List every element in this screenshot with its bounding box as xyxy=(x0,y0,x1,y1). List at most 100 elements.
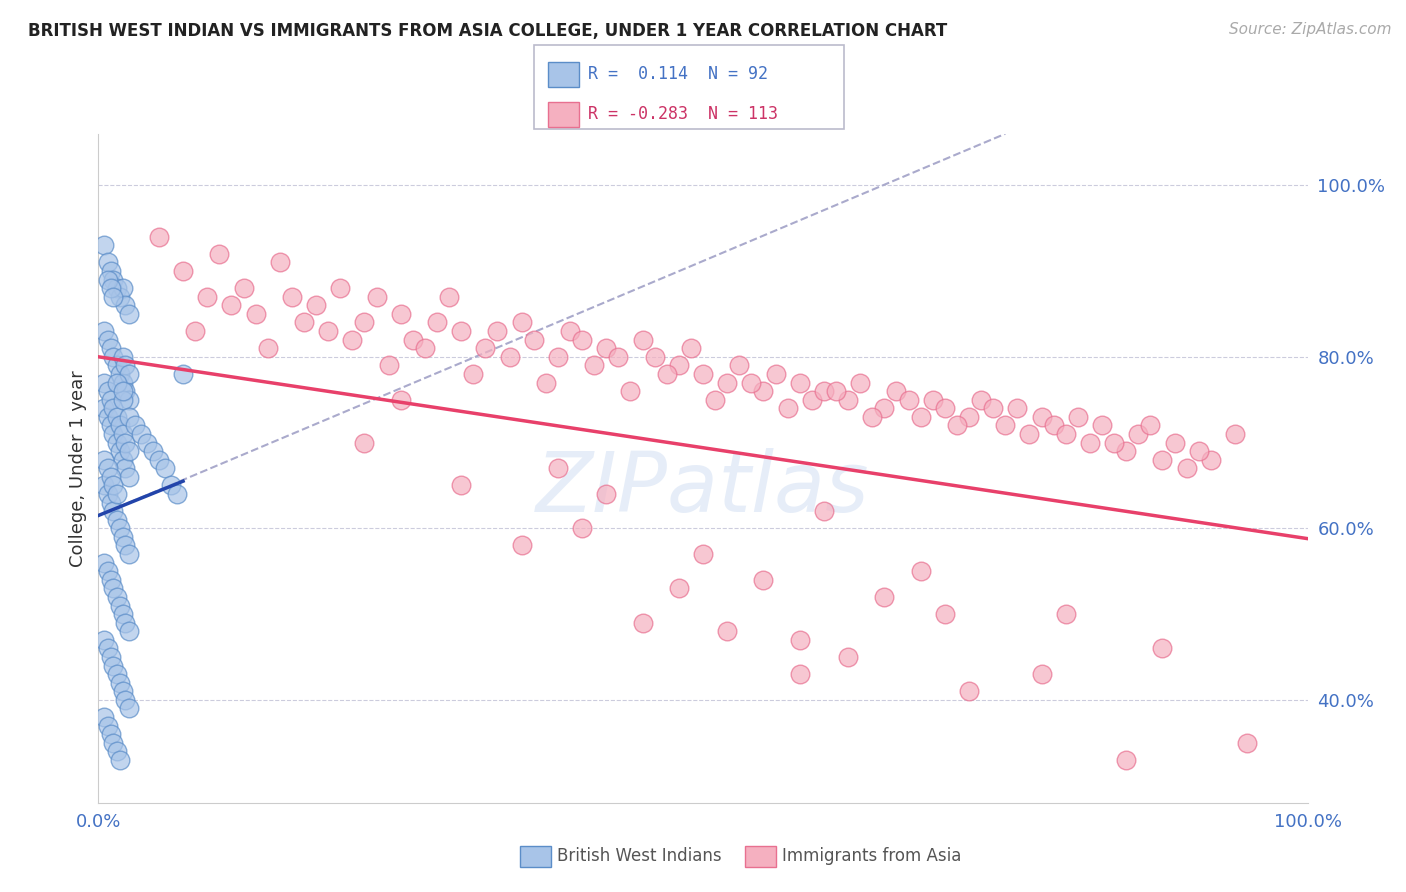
Point xyxy=(631,333,654,347)
Point xyxy=(93,632,115,647)
Point xyxy=(100,727,122,741)
Point xyxy=(776,401,799,416)
Point xyxy=(108,418,131,433)
Point xyxy=(523,333,546,347)
Point xyxy=(172,264,194,278)
Point xyxy=(114,435,136,450)
Point xyxy=(256,341,278,355)
Point xyxy=(353,316,375,330)
Point xyxy=(114,539,136,553)
Point xyxy=(100,495,122,509)
Point xyxy=(910,409,932,424)
Point xyxy=(789,667,811,681)
Point xyxy=(292,316,315,330)
Point xyxy=(486,324,509,338)
Point xyxy=(281,290,304,304)
Text: Immigrants from Asia: Immigrants from Asia xyxy=(782,847,962,865)
Point xyxy=(111,384,134,398)
Point xyxy=(93,452,115,467)
Point xyxy=(97,255,120,269)
Point xyxy=(97,409,120,424)
Point xyxy=(1102,435,1125,450)
Text: ZIPatlas: ZIPatlas xyxy=(536,448,870,529)
Point xyxy=(97,718,120,732)
Point xyxy=(118,701,141,715)
Point xyxy=(111,376,134,390)
Point xyxy=(1223,427,1246,442)
Point xyxy=(692,547,714,561)
Point xyxy=(849,376,872,390)
Point xyxy=(437,290,460,304)
Point xyxy=(316,324,339,338)
Point xyxy=(860,409,883,424)
Point xyxy=(100,418,122,433)
Point xyxy=(1042,418,1064,433)
Point xyxy=(765,367,787,381)
Point xyxy=(463,367,485,381)
Point xyxy=(1031,409,1053,424)
Point xyxy=(101,427,124,442)
Point xyxy=(910,564,932,578)
Point xyxy=(305,298,328,312)
Point xyxy=(97,333,120,347)
Point xyxy=(101,504,124,518)
Point xyxy=(108,599,131,613)
Point xyxy=(619,384,641,398)
Point xyxy=(232,281,254,295)
Point xyxy=(124,418,146,433)
Point xyxy=(510,539,533,553)
Point xyxy=(105,281,128,295)
Point xyxy=(93,401,115,416)
Point xyxy=(353,435,375,450)
Point xyxy=(366,290,388,304)
Point xyxy=(105,435,128,450)
Point xyxy=(692,367,714,381)
Point xyxy=(108,753,131,767)
Point xyxy=(108,444,131,458)
Point xyxy=(644,350,666,364)
Point xyxy=(1091,418,1114,433)
Text: British West Indians: British West Indians xyxy=(557,847,721,865)
Point xyxy=(100,341,122,355)
Point xyxy=(105,744,128,758)
Point xyxy=(1031,667,1053,681)
Point xyxy=(377,359,399,373)
Point xyxy=(118,470,141,484)
Point xyxy=(101,582,124,596)
Point xyxy=(1054,427,1077,442)
Point xyxy=(114,615,136,630)
Point xyxy=(825,384,848,398)
Point xyxy=(111,684,134,698)
Point xyxy=(921,392,943,407)
Point xyxy=(728,359,751,373)
Point xyxy=(93,376,115,390)
Point xyxy=(108,521,131,535)
Point xyxy=(583,359,606,373)
Point xyxy=(111,530,134,544)
Point xyxy=(105,359,128,373)
Point xyxy=(97,461,120,475)
Point xyxy=(97,641,120,656)
Point xyxy=(1175,461,1198,475)
Point xyxy=(1152,641,1174,656)
Point xyxy=(100,573,122,587)
Point xyxy=(704,392,727,407)
Point xyxy=(111,392,134,407)
Point xyxy=(118,547,141,561)
Point xyxy=(111,452,134,467)
Point xyxy=(129,427,152,442)
Point xyxy=(118,392,141,407)
Point xyxy=(245,307,267,321)
Point xyxy=(100,281,122,295)
Point xyxy=(1236,736,1258,750)
Point xyxy=(631,615,654,630)
Point xyxy=(679,341,702,355)
Point xyxy=(101,290,124,304)
Point xyxy=(668,582,690,596)
Point xyxy=(108,675,131,690)
Point xyxy=(510,316,533,330)
Point xyxy=(172,367,194,381)
Point xyxy=(595,341,617,355)
Point xyxy=(1199,452,1222,467)
Point xyxy=(105,409,128,424)
